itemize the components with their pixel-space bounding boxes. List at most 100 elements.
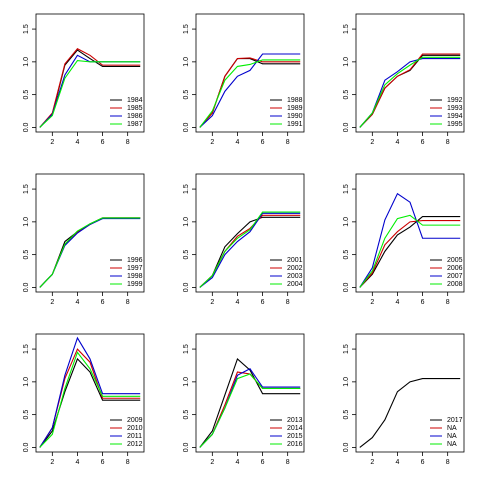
y-tick-label: 0.0 (343, 442, 350, 452)
legend-label: 1985 (127, 105, 143, 112)
legend-label: 2015 (287, 433, 303, 440)
plot-frame (195, 13, 305, 133)
y-tick-label: 1.5 (23, 184, 30, 194)
y-tick-label: 1.0 (183, 217, 190, 227)
series-line (199, 57, 301, 128)
series-line (199, 216, 301, 288)
x-tick-label: 4 (235, 459, 239, 466)
series-line (199, 214, 301, 288)
x-tick-label: 8 (126, 299, 130, 306)
y-tick-label: 0.5 (343, 90, 350, 100)
x-tick-label: 2 (210, 139, 214, 146)
legend-label: 2011 (127, 433, 142, 440)
legend-label: 2004 (287, 281, 303, 288)
series-line (359, 56, 461, 128)
plot-frame (355, 173, 465, 293)
series-line (39, 217, 141, 288)
legend-label: 1990 (287, 113, 303, 120)
series-line (199, 59, 301, 128)
x-tick-label: 6 (101, 139, 105, 146)
x-tick-label: 6 (101, 459, 105, 466)
plot-frame (355, 333, 465, 453)
y-tick-label: 1.0 (183, 57, 190, 67)
y-tick-label: 1.5 (23, 344, 30, 354)
legend-label: 1991 (287, 121, 303, 128)
legend-label: 2006 (447, 265, 463, 272)
plot-frame (35, 333, 145, 453)
x-tick-label: 8 (126, 139, 130, 146)
series-line (359, 53, 461, 128)
y-tick-label: 0.5 (23, 250, 30, 260)
series-line (199, 53, 301, 128)
series-line (359, 219, 461, 288)
x-tick-label: 8 (286, 139, 290, 146)
x-tick-label: 4 (395, 299, 399, 306)
legend-label: 2016 (287, 441, 303, 448)
series-line (39, 336, 141, 448)
x-tick-label: 8 (446, 139, 450, 146)
series-line (39, 351, 141, 448)
legend-label: 1986 (127, 113, 143, 120)
y-tick-label: 0.0 (23, 282, 30, 292)
y-tick-label: 1.5 (23, 24, 30, 34)
y-tick-label: 0.0 (183, 122, 190, 132)
x-tick-label: 8 (286, 299, 290, 306)
series-line (199, 211, 301, 288)
legend-label: 1999 (127, 281, 143, 288)
legend-label: 2017 (447, 417, 463, 424)
plot-frame (35, 173, 145, 293)
legend-label: 1994 (447, 113, 463, 120)
legend-label: 2008 (447, 281, 463, 288)
series-line (199, 58, 301, 128)
legend-label: 1993 (447, 105, 463, 112)
y-tick-label: 0.5 (343, 250, 350, 260)
legend-label: 2012 (127, 441, 143, 448)
legend-label: 1998 (127, 273, 143, 280)
y-tick-label: 1.0 (343, 57, 350, 67)
series-line (199, 212, 301, 288)
legend-label: 1984 (127, 97, 143, 104)
y-tick-label: 1.0 (23, 57, 30, 67)
y-tick-label: 1.0 (183, 377, 190, 387)
series-line (39, 218, 141, 288)
legend-label: 2014 (287, 425, 303, 432)
x-tick-label: 6 (421, 299, 425, 306)
x-tick-label: 4 (75, 459, 79, 466)
x-tick-label: 4 (235, 139, 239, 146)
y-tick-label: 0.0 (23, 122, 30, 132)
series-line (39, 59, 141, 128)
y-tick-label: 0.0 (343, 122, 350, 132)
legend-label: 2007 (447, 273, 463, 280)
series-line (39, 357, 141, 448)
x-tick-label: 2 (50, 299, 54, 306)
legend-label: 1987 (127, 121, 143, 128)
x-tick-label: 6 (421, 139, 425, 146)
x-tick-label: 2 (210, 459, 214, 466)
legend-label: 1989 (287, 105, 303, 112)
x-tick-label: 4 (75, 139, 79, 146)
series-line (199, 357, 301, 448)
y-tick-label: 1.0 (23, 217, 30, 227)
legend-label: 2002 (287, 265, 303, 272)
legend-label: NA (447, 441, 457, 448)
y-tick-label: 0.0 (23, 442, 30, 452)
legend-label: 1995 (447, 121, 463, 128)
legend-label: 1997 (127, 265, 143, 272)
x-tick-label: 2 (370, 299, 374, 306)
y-tick-label: 1.5 (183, 184, 190, 194)
x-tick-label: 8 (446, 459, 450, 466)
y-tick-label: 0.5 (183, 250, 190, 260)
legend-label: 2005 (447, 257, 463, 264)
legend-label: 2010 (127, 425, 143, 432)
x-tick-label: 6 (261, 459, 265, 466)
x-tick-label: 6 (261, 299, 265, 306)
series-line (199, 368, 301, 448)
x-tick-label: 2 (210, 299, 214, 306)
series-line (359, 192, 461, 288)
legend-label: 1988 (287, 97, 303, 104)
series-line (359, 54, 461, 128)
legend-label: NA (447, 433, 457, 440)
x-tick-label: 6 (101, 299, 105, 306)
